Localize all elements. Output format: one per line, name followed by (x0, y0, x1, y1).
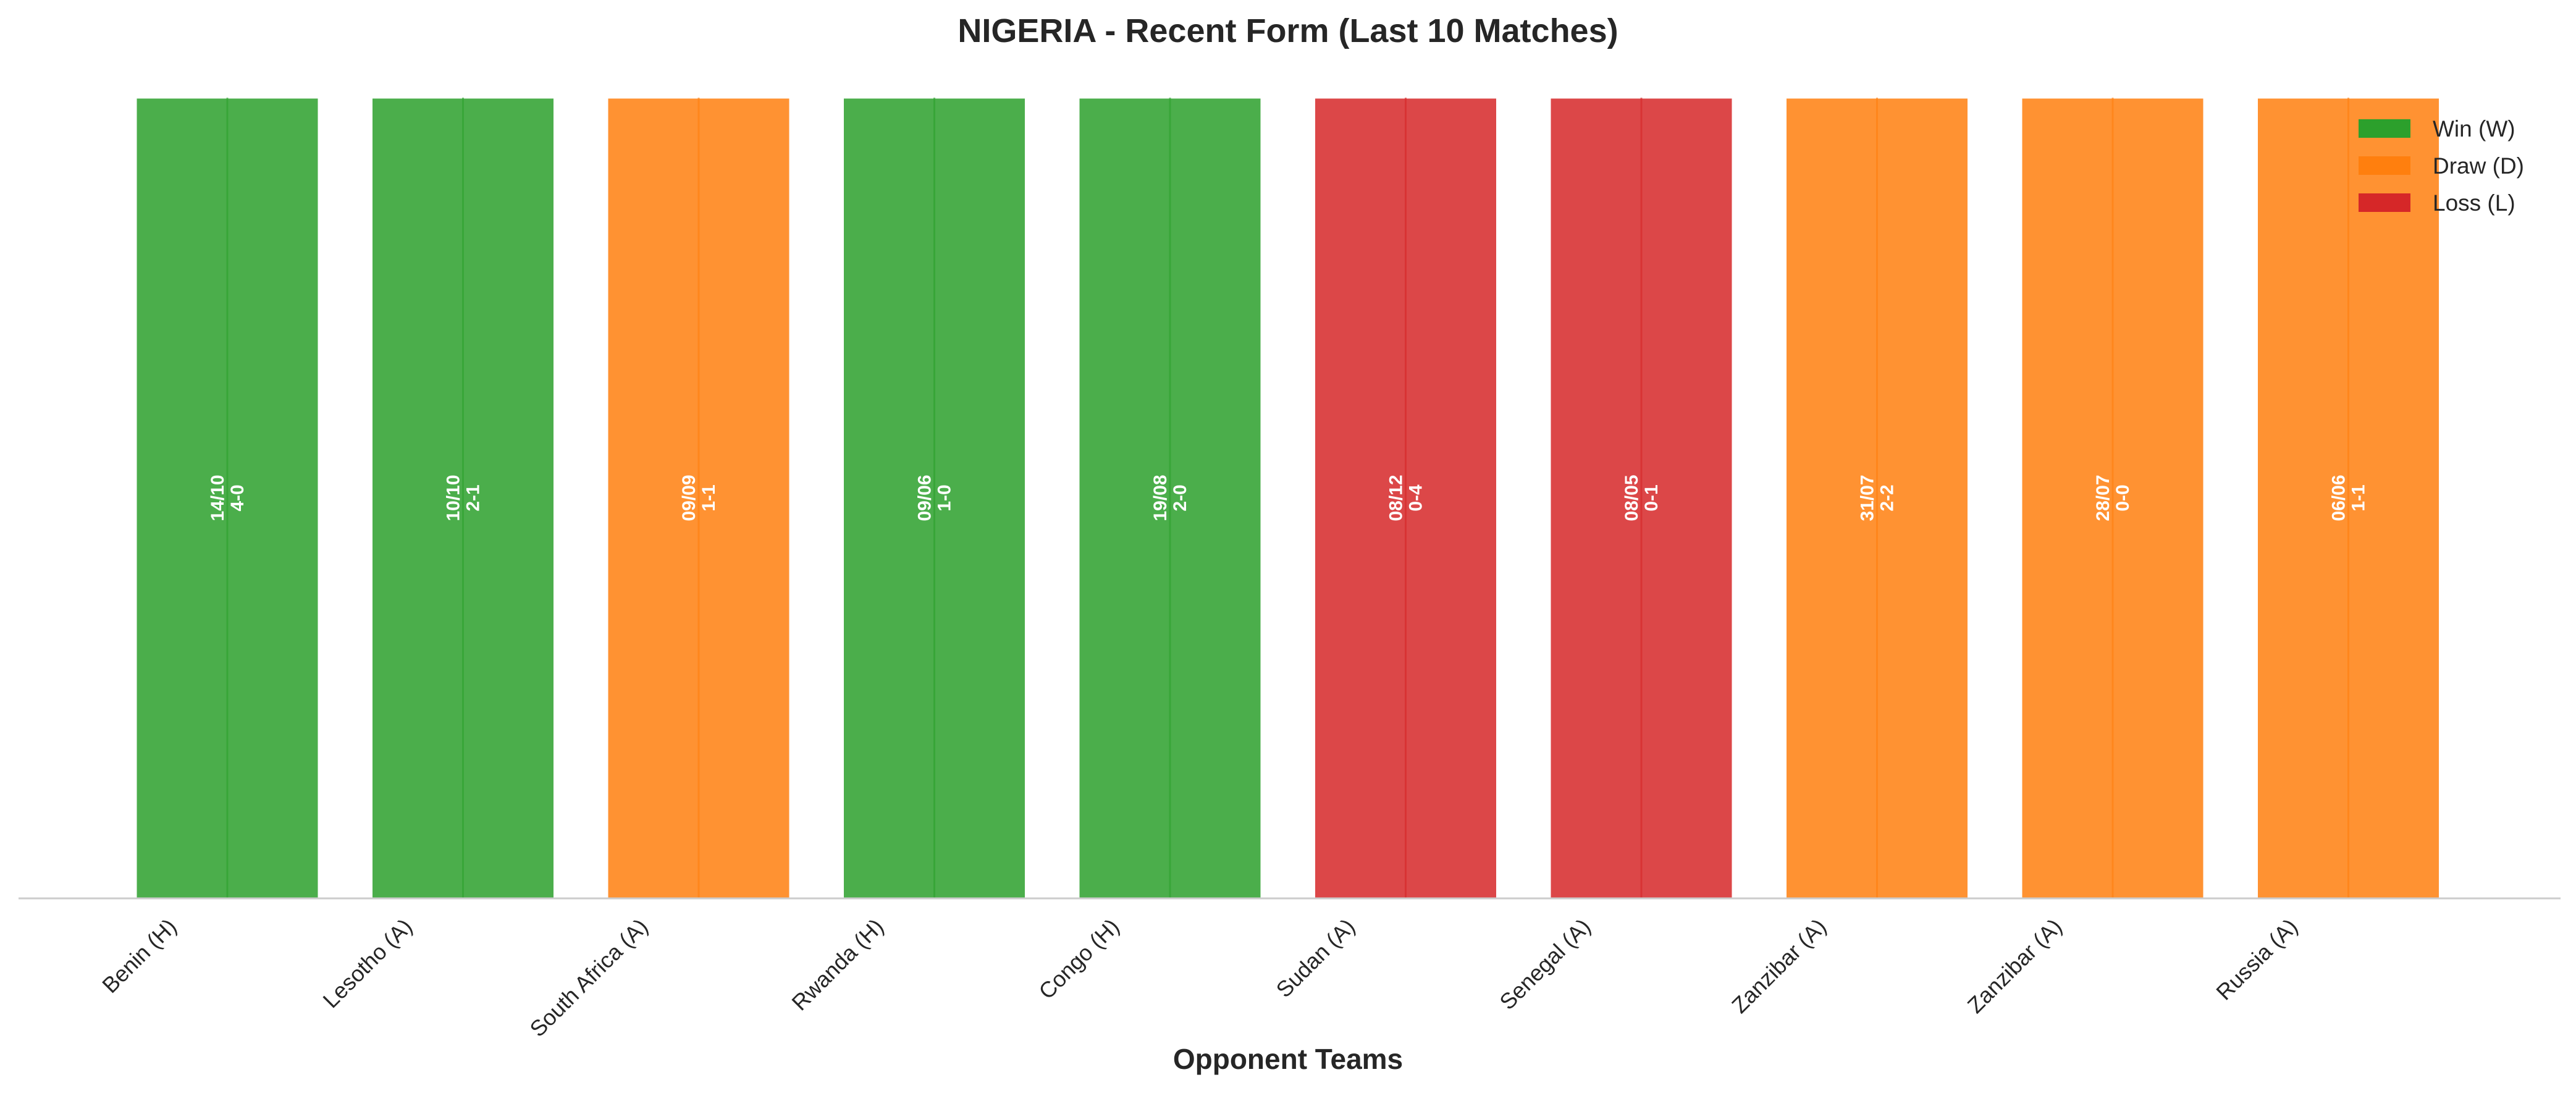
bar-data-label-8: 31/072-2 (1858, 475, 1898, 521)
legend: Win (W) Draw (D) Loss (L) (2359, 116, 2524, 216)
x-tick-labels: Benin (H) Lesotho (A) South Africa (A) Rwan… (97, 914, 2302, 1042)
x-tick-label-9: Zanzibar (A) (1963, 914, 2067, 1018)
x-tick-label-1: Benin (H) (97, 914, 182, 998)
match-date-label: 09/06 (915, 475, 935, 521)
bar-data-label-7: 08/050-1 (1622, 475, 1662, 521)
match-score-label: 2-2 (1877, 484, 1898, 511)
bar-data-label-2: 10/102-1 (444, 475, 484, 521)
match-score-label: 0-0 (2113, 484, 2133, 511)
x-tick-label-8: Zanzibar (A) (1727, 914, 1831, 1018)
match-score-label: 2-0 (1170, 484, 1190, 511)
x-tick-label-6: Sudan (A) (1271, 914, 1360, 1003)
match-date-label: 28/07 (2093, 475, 2113, 521)
legend-label-w: Win (W) (2433, 116, 2515, 141)
match-score-label: 1-1 (2349, 484, 2369, 511)
match-date-label: 31/07 (1858, 475, 1878, 521)
bar-data-label-10: 06/061-1 (2329, 475, 2369, 521)
x-tick-label-3: South Africa (A) (524, 914, 652, 1042)
match-score-label: 4-0 (227, 484, 248, 511)
match-date-label: 09/09 (679, 475, 699, 521)
legend-swatch-w (2359, 119, 2410, 138)
bar-data-label-3: 09/091-1 (679, 475, 719, 521)
match-score-label: 2-1 (463, 484, 484, 511)
bar-data-label-1: 14/104-0 (208, 475, 248, 521)
match-date-label: 08/12 (1386, 475, 1407, 521)
legend-swatch-d (2359, 156, 2410, 175)
match-score-label: 0-4 (1406, 484, 1426, 512)
legend-swatch-l (2359, 193, 2410, 212)
match-score-label: 1-0 (935, 484, 955, 511)
match-date-label: 14/10 (208, 475, 228, 521)
bar-data-label-5: 19/082-0 (1150, 475, 1190, 521)
legend-label-l: Loss (L) (2433, 190, 2515, 216)
bar-data-label-4: 09/061-0 (915, 475, 955, 521)
x-tick-label-2: Lesotho (A) (318, 914, 418, 1013)
legend-label-d: Draw (D) (2433, 153, 2524, 179)
match-date-label: 10/10 (444, 475, 464, 521)
match-score-label: 1-1 (699, 484, 719, 511)
bar-data-label-9: 28/070-0 (2093, 475, 2133, 521)
match-date-label: 19/08 (1150, 475, 1171, 521)
match-date-label: 06/06 (2329, 475, 2349, 521)
bars-group: 14/104-0 10/102-1 09/091-1 09/061-0 19/082-0… (135, 96, 2441, 900)
match-score-label: 0-1 (1641, 484, 1662, 511)
x-axis-label: Opponent Teams (1173, 1043, 1403, 1075)
x-tick-label-10: Russia (A) (2211, 914, 2302, 1005)
chart-title: NIGERIA - Recent Form (Last 10 Matches) (958, 12, 1618, 49)
bar-data-label-6: 08/120-4 (1386, 475, 1426, 521)
x-tick-label-4: Rwanda (H) (786, 914, 888, 1016)
x-tick-label-5: Congo (H) (1033, 914, 1124, 1004)
x-tick-label-7: Senegal (A) (1494, 914, 1595, 1015)
match-date-label: 08/05 (1622, 475, 1642, 521)
